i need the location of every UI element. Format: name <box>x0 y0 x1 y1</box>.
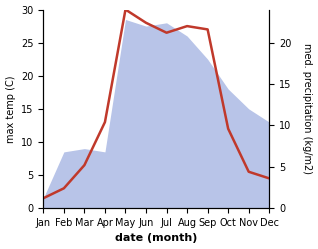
Y-axis label: med. precipitation (kg/m2): med. precipitation (kg/m2) <box>302 43 313 174</box>
X-axis label: date (month): date (month) <box>115 234 197 244</box>
Y-axis label: max temp (C): max temp (C) <box>5 75 16 143</box>
